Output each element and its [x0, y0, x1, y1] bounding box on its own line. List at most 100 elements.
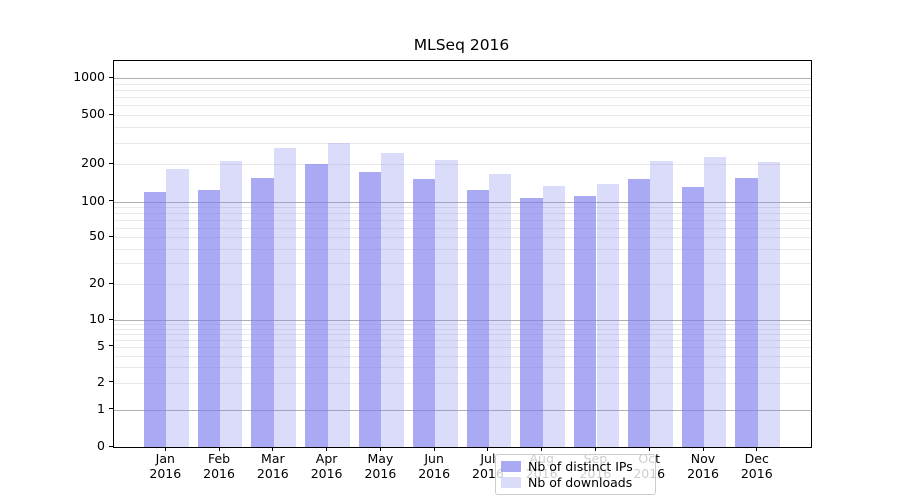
bar-ips-aug — [520, 197, 543, 447]
y-tick-mark-50 — [109, 235, 113, 237]
plot-area: Nb of distinct IPs Nb of downloads — [113, 60, 812, 495]
year-label: 2016 — [687, 465, 719, 481]
bar-downloads-may — [381, 152, 404, 447]
gridline-minor-70 — [114, 219, 811, 221]
x-tick-label-apr: Apr 2016 — [295, 451, 359, 481]
gridline-minor-50 — [114, 237, 811, 239]
gridline-major-10 — [114, 320, 811, 321]
gridline-minor-4 — [114, 355, 811, 357]
y-tick-mark-0 — [109, 445, 113, 447]
gridline-minor-90 — [114, 206, 811, 208]
x-tick-label-nov: Nov 2016 — [671, 451, 735, 481]
bar-downloads-nov — [704, 156, 727, 447]
gridline-minor-700 — [114, 97, 811, 99]
legend-swatch-downloads — [501, 476, 521, 488]
bar-downloads-sep — [596, 183, 619, 447]
bar-downloads-jul — [488, 174, 512, 447]
y-tick-label-200: 200 — [81, 155, 105, 171]
bar-ips-jan — [143, 192, 167, 447]
gridline-minor-80 — [114, 212, 811, 214]
y-tick-mark-2 — [109, 381, 113, 383]
year-label: 2016 — [418, 465, 451, 481]
gridline-minor-400 — [114, 127, 811, 129]
x-tick-label-mar: Mar 2016 — [241, 451, 305, 481]
bar-ips-mar — [251, 177, 274, 447]
year-label: 2016 — [256, 465, 289, 481]
month-label: Mar — [261, 451, 285, 466]
gridline-minor-3 — [114, 366, 811, 368]
gridline-minor-800 — [114, 89, 811, 91]
legend-swatch-ips — [501, 461, 521, 473]
y-tick-label-1: 1 — [97, 400, 105, 416]
x-tick-label-jun: Jun 2016 — [402, 451, 466, 481]
gridline-minor-5 — [114, 346, 811, 348]
gridline-minor-8 — [114, 328, 811, 330]
bar-ips-jun — [412, 179, 436, 447]
month-label: Feb — [207, 451, 231, 466]
x-tick-mark-may — [379, 447, 381, 451]
x-tick-label-dec: Dec 2016 — [725, 451, 789, 481]
bar-ips-oct — [627, 178, 651, 447]
legend-label-ips: Nb of distinct IPs — [528, 459, 633, 475]
gridline-minor-60 — [114, 227, 811, 229]
bar-ips-apr — [305, 163, 328, 447]
x-tick-mark-dec — [756, 447, 758, 451]
month-label: Jan — [155, 451, 175, 466]
bar-ips-feb — [197, 190, 221, 447]
x-tick-mark-nov — [702, 447, 704, 451]
y-tick-mark-20 — [109, 282, 113, 284]
x-tick-mark-jun — [433, 447, 435, 451]
year-label: 2016 — [203, 465, 235, 481]
month-label: Nov — [690, 451, 716, 466]
y-tick-label-500: 500 — [81, 106, 105, 122]
y-tick-mark-1 — [109, 408, 113, 409]
gridline-minor-200 — [114, 164, 811, 166]
y-tick-mark-500 — [109, 113, 113, 115]
bar-downloads-mar — [273, 147, 297, 447]
gridline-major-100 — [114, 201, 811, 203]
bar-downloads-jan — [166, 168, 189, 447]
year-label: 2016 — [310, 465, 343, 481]
x-tick-mark-aug — [541, 447, 543, 451]
y-tick-label-1000: 1000 — [73, 69, 105, 84]
gridline-minor-7 — [114, 333, 811, 335]
y-tick-mark-1000 — [109, 76, 113, 78]
bar-downloads-apr — [327, 143, 350, 447]
bar-downloads-feb — [220, 160, 243, 447]
month-label: Jul — [480, 451, 496, 466]
year-label: 2016 — [149, 465, 182, 481]
y-tick-label-100: 100 — [81, 192, 105, 208]
y-tick-mark-200 — [109, 162, 113, 164]
x-tick-label-may: May 2016 — [348, 451, 412, 481]
gridline-minor-20 — [114, 284, 811, 286]
month-label: Dec — [744, 451, 769, 466]
x-tick-label-feb: Feb 2016 — [187, 451, 251, 481]
bar-ips-dec — [735, 178, 758, 447]
x-tick-mark-apr — [326, 447, 328, 451]
y-tick-label-10: 10 — [89, 311, 105, 326]
legend-label-downloads: Nb of downloads — [528, 474, 633, 490]
y-tick-mark-100 — [109, 200, 113, 201]
bar-ips-nov — [681, 187, 704, 447]
x-tick-mark-feb — [218, 447, 220, 451]
gridline-major-1000 — [114, 78, 811, 79]
bar-ips-sep — [574, 196, 597, 447]
gridline-major-1 — [114, 409, 811, 411]
bar-downloads-jun — [435, 159, 458, 447]
legend: Nb of distinct IPs Nb of downloads — [495, 454, 656, 495]
y-tick-label-2: 2 — [97, 373, 105, 389]
month-label: Jun — [424, 451, 444, 466]
bar-ips-jul — [466, 189, 489, 447]
month-label: Apr — [315, 451, 338, 466]
gridline-minor-6 — [114, 339, 811, 341]
legend-row-downloads: Nb of downloads — [501, 475, 647, 490]
y-tick-label-50: 50 — [89, 228, 105, 244]
gridline-minor-9 — [114, 324, 811, 326]
gridline-minor-300 — [114, 142, 811, 144]
x-tick-mark-sep — [594, 447, 596, 451]
x-tick-mark-mar — [272, 447, 274, 451]
gridline-minor-40 — [114, 248, 811, 250]
gridline-minor-900 — [114, 83, 811, 85]
bar-downloads-aug — [542, 185, 566, 447]
